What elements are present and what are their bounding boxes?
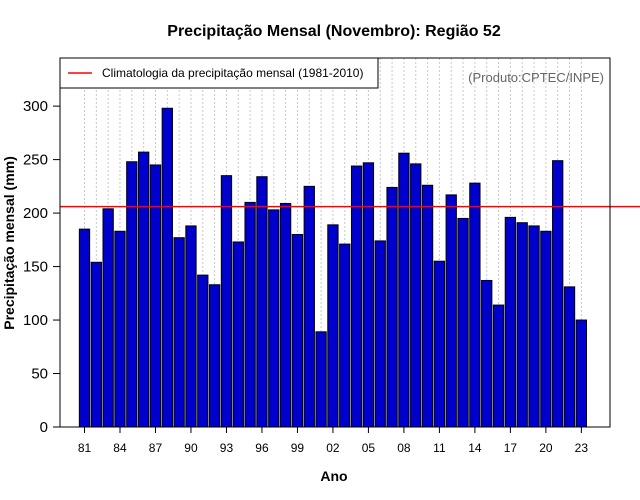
bar-2009 xyxy=(410,163,422,428)
y-axis: 0 50 100 150 200 250 300 xyxy=(23,98,60,436)
bar-2007 xyxy=(386,186,398,428)
bar-1981 xyxy=(78,228,91,428)
bar-1987 xyxy=(149,164,162,428)
bar-2005 xyxy=(362,162,375,428)
bar-2011 xyxy=(433,260,446,428)
bar-2002 xyxy=(327,224,339,428)
x-tick-label: 96 xyxy=(255,441,269,455)
bar-1999 xyxy=(291,233,304,428)
bar-2014 xyxy=(469,182,481,428)
x-tick-label: 81 xyxy=(78,441,92,455)
bar-1982 xyxy=(90,261,102,428)
y-tick-label: 100 xyxy=(23,312,48,329)
bar-1992 xyxy=(208,284,221,428)
bar-1994 xyxy=(232,241,244,428)
bar-1997 xyxy=(268,209,280,428)
x-axis-label: Ano xyxy=(320,468,347,484)
bar-1991 xyxy=(197,274,209,428)
bar-2021 xyxy=(552,160,564,428)
x-tick-label: 87 xyxy=(149,441,163,455)
bar-2022 xyxy=(563,286,576,428)
x-tick-label: 93 xyxy=(220,441,234,455)
bar-1986 xyxy=(138,151,150,428)
legend: Climatologia da precipitação mensal (198… xyxy=(59,57,379,89)
y-axis-label: Precipitação mensal (mm) xyxy=(1,156,17,330)
bar-2013 xyxy=(457,217,469,428)
y-tick-label: 250 xyxy=(23,152,48,169)
bar-2006 xyxy=(374,240,386,428)
bar-2000 xyxy=(303,185,315,428)
bar-2008 xyxy=(398,152,410,428)
x-tick-label: 20 xyxy=(539,441,553,455)
x-tick-label: 99 xyxy=(291,441,305,455)
bar-1996 xyxy=(256,176,268,428)
bar-1985 xyxy=(126,161,138,428)
bar-2012 xyxy=(445,194,457,428)
bar-1988 xyxy=(161,107,173,428)
chart-title: Precipitação Mensal (Novembro): Região 5… xyxy=(167,23,501,40)
y-tick-label: 50 xyxy=(31,366,48,383)
x-axis: 81 84 87 90 93 96 99 02 05 08 11 14 17 20 23 xyxy=(78,427,589,455)
x-tick-label: 11 xyxy=(433,441,446,455)
bar-2016 xyxy=(492,304,505,428)
bar-1995 xyxy=(244,201,256,428)
bar-1989 xyxy=(173,237,185,428)
bar-2019 xyxy=(528,225,540,428)
bar-2023 xyxy=(575,319,588,428)
x-tick-label: 14 xyxy=(468,441,482,455)
bar-1983 xyxy=(102,208,114,428)
bar-2018 xyxy=(516,222,528,428)
y-tick-label: 0 xyxy=(40,419,48,436)
x-tick-label: 02 xyxy=(326,441,340,455)
bar-2020 xyxy=(540,230,552,428)
x-tick-label: 90 xyxy=(184,441,198,455)
y-tick-label: 150 xyxy=(23,259,48,276)
y-tick-label: 300 xyxy=(23,98,48,115)
bar-1998 xyxy=(279,202,292,428)
bar-1993 xyxy=(220,175,233,428)
bar-2001 xyxy=(315,331,327,428)
legend-box xyxy=(59,57,379,89)
x-tick-label: 84 xyxy=(113,441,127,455)
x-tick-label: 05 xyxy=(362,441,376,455)
bar-2010 xyxy=(421,184,434,428)
bar-2015 xyxy=(481,279,493,428)
bar-2003 xyxy=(339,243,351,428)
bars xyxy=(78,107,588,428)
bar-2004 xyxy=(350,165,363,428)
source-note: (Produto:CPTEC/INPE) xyxy=(468,70,604,85)
bar-1984 xyxy=(114,230,126,428)
bar-1990 xyxy=(185,225,197,428)
x-tick-label: 17 xyxy=(504,441,518,455)
legend-label: Climatologia da precipitação mensal (198… xyxy=(102,66,363,80)
x-tick-label: 23 xyxy=(575,441,589,455)
bar-2017 xyxy=(504,216,517,428)
y-tick-label: 200 xyxy=(23,205,48,222)
x-tick-label: 08 xyxy=(397,441,411,455)
